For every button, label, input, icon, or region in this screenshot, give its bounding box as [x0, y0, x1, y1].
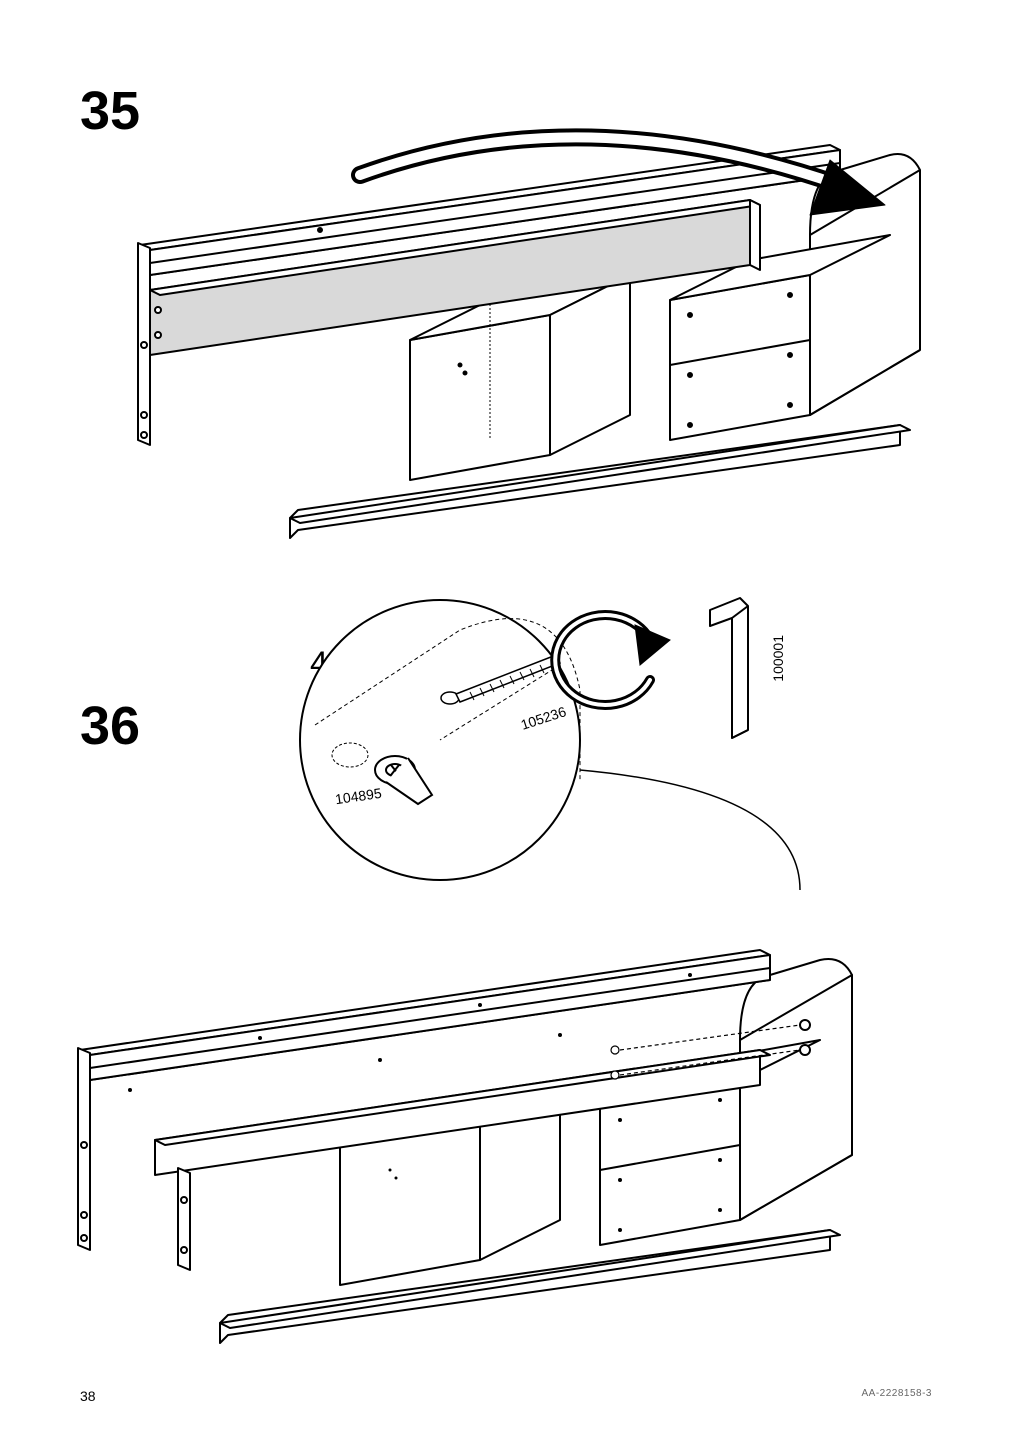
assembly-instruction-page: 35	[0, 0, 1012, 1432]
illustration-detail-bubble: 104895 105236	[240, 570, 860, 890]
illustration-step-35	[110, 115, 930, 585]
furniture-svg-36	[60, 930, 940, 1360]
page-footer: 38 AA-2228158-3	[80, 1388, 932, 1404]
illustration-step-36	[60, 930, 940, 1360]
furniture-svg-35	[110, 115, 930, 585]
step-number-36: 36	[80, 695, 140, 757]
detail-svg	[240, 570, 860, 890]
page-number: 38	[80, 1388, 96, 1404]
part-label-tool: 100001	[770, 635, 786, 682]
document-id: AA-2228158-3	[862, 1388, 933, 1399]
